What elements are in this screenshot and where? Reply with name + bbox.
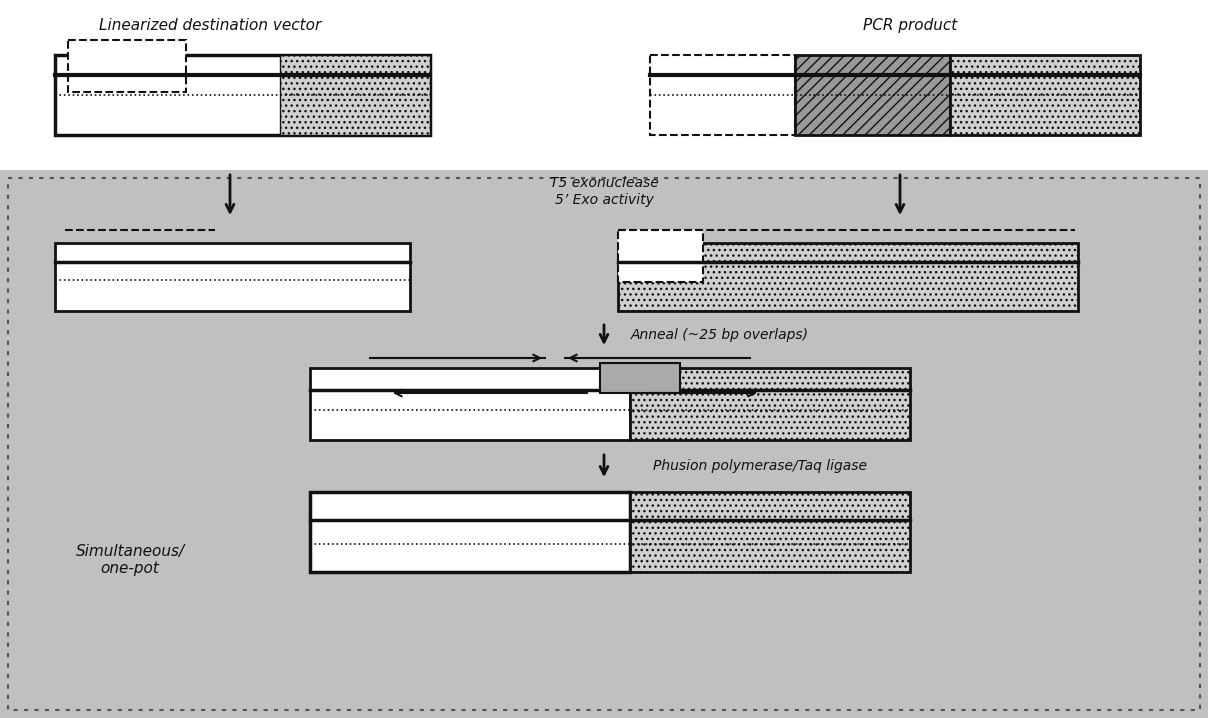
Bar [949,55,1140,135]
Bar [631,368,910,440]
Bar [618,243,1078,311]
Bar [68,40,186,92]
Bar [56,55,430,135]
Bar [650,55,795,135]
Text: PCR product: PCR product [863,18,957,33]
Text: Linearized destination vector: Linearized destination vector [99,18,321,33]
Bar [56,243,410,311]
Text: Phusion polymerase/Taq ligase: Phusion polymerase/Taq ligase [654,459,867,473]
Text: T5 exonuclease: T5 exonuclease [550,176,658,190]
Text: Simultaneous/
one-pot: Simultaneous/ one-pot [75,544,185,577]
Bar [0,0,1208,170]
Bar [280,55,430,135]
Text: 5’ Exo activity: 5’ Exo activity [554,193,654,207]
Bar [795,55,949,135]
Bar [310,368,631,440]
Text: Anneal (~25 bp overlaps): Anneal (~25 bp overlaps) [631,328,809,342]
Bar [600,363,680,393]
Bar [631,492,910,572]
Bar [310,492,631,572]
Bar [8,178,1200,710]
Bar [618,230,703,282]
